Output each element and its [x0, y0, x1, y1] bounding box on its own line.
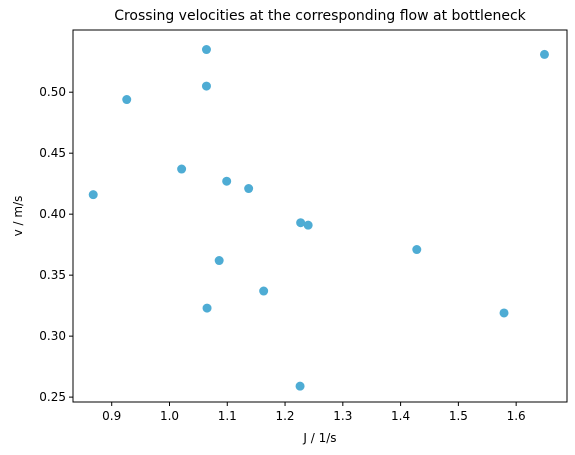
x-tick-label: 1.4 — [391, 409, 410, 423]
x-axis-label: J / 1/s — [302, 431, 336, 445]
y-tick-label: 0.40 — [39, 207, 66, 221]
point — [222, 176, 232, 186]
point — [244, 184, 254, 194]
x-tick-label: 1.6 — [507, 409, 526, 423]
point — [412, 245, 422, 255]
y-tick-label: 0.35 — [39, 268, 66, 282]
point — [214, 256, 224, 266]
x-tick-label: 1.1 — [218, 409, 237, 423]
point — [295, 381, 305, 391]
y-axis-label: v / m/s — [11, 196, 25, 237]
point — [177, 164, 187, 174]
point — [539, 49, 549, 59]
x-tick-label: 1.5 — [449, 409, 468, 423]
point — [499, 308, 509, 318]
point — [303, 220, 313, 230]
y-tick-label: 0.45 — [39, 146, 66, 160]
point — [88, 190, 98, 200]
point — [259, 286, 269, 296]
y-tick-label: 0.50 — [39, 85, 66, 99]
y-tick-label: 0.30 — [39, 329, 66, 343]
x-tick-label: 0.9 — [102, 409, 121, 423]
x-tick-label: 1.0 — [160, 409, 179, 423]
point — [201, 81, 211, 91]
point — [296, 218, 306, 228]
x-tick-label: 1.2 — [275, 409, 294, 423]
x-tick-label: 1.3 — [333, 409, 352, 423]
plot-frame — [72, 29, 568, 403]
point — [201, 45, 211, 55]
point — [202, 303, 212, 313]
point — [122, 95, 132, 105]
chart-title: Crossing velocities at the corresponding… — [114, 8, 526, 24]
y-tick-label: 0.25 — [39, 390, 66, 404]
